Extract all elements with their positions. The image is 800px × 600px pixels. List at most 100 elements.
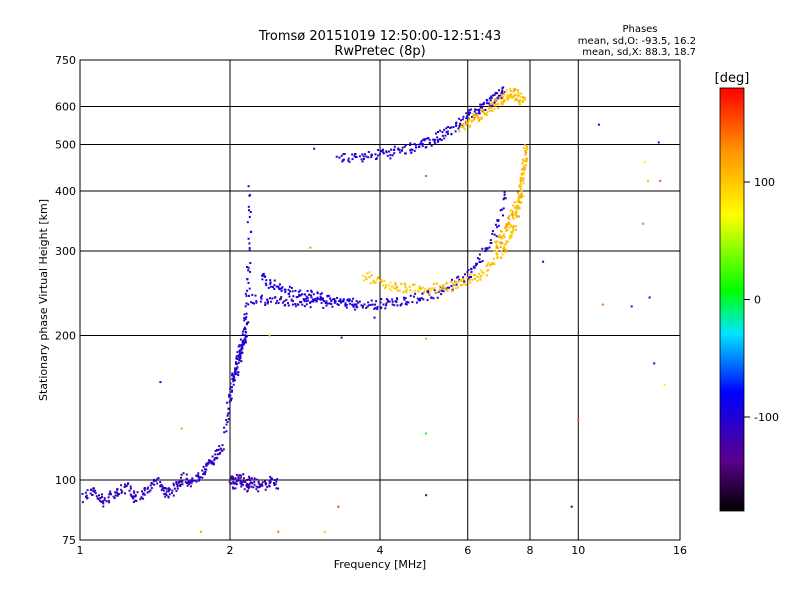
echo-point (392, 149, 395, 151)
echo-point (243, 338, 246, 341)
echo-point (440, 293, 443, 296)
echo-point (657, 141, 660, 144)
echo-point (136, 491, 139, 494)
echo-point (499, 230, 502, 233)
echo-point (198, 479, 201, 482)
echo-point (391, 300, 394, 303)
echo-point (485, 114, 488, 117)
echo-point (441, 131, 444, 133)
echo-point (479, 103, 482, 106)
echo-point (260, 296, 262, 299)
echo-point (112, 495, 115, 498)
echo-point (165, 487, 168, 490)
echo-point (382, 151, 385, 154)
echo-point (198, 478, 201, 481)
echo-point (239, 476, 242, 479)
echo-point (512, 226, 515, 229)
echo-point (239, 479, 242, 482)
echo-point (512, 230, 514, 233)
echo-point (455, 287, 458, 290)
echo-point (285, 298, 288, 301)
echo-point (116, 491, 119, 494)
echo-point (503, 99, 506, 102)
echo-point (240, 360, 243, 363)
echo-point (518, 207, 521, 210)
echo-point (440, 286, 443, 289)
echo-point (514, 229, 517, 231)
echo-point (519, 95, 522, 98)
echo-point (521, 168, 523, 171)
echo-point (150, 487, 153, 490)
echo-point (488, 109, 491, 112)
echo-point (382, 152, 385, 155)
echo-point (597, 123, 600, 126)
echo-point (365, 278, 368, 281)
echo-point (501, 102, 503, 105)
echo-point (301, 293, 303, 296)
echo-point (269, 480, 272, 483)
echo-point (382, 148, 384, 151)
echo-point (321, 298, 324, 301)
echo-point (284, 291, 287, 294)
echo-point (488, 106, 491, 109)
echo-point (352, 305, 355, 308)
echo-point (384, 284, 387, 287)
echo-point (312, 300, 315, 303)
echo-point (231, 374, 234, 377)
echo-point (320, 298, 323, 301)
echo-point (501, 242, 504, 245)
echo-point (230, 399, 232, 402)
echo-point (264, 482, 267, 484)
echo-point (403, 298, 406, 301)
echo-point (508, 222, 511, 225)
echo-point (365, 307, 368, 309)
echo-point (508, 237, 511, 240)
echo-point (389, 157, 392, 160)
x-tick-label: 1 (77, 544, 84, 557)
echo-point (439, 285, 442, 288)
echo-point (228, 393, 231, 396)
echo-point (277, 302, 280, 304)
echo-point (354, 308, 357, 311)
echo-point (245, 316, 248, 319)
echo-point (227, 418, 230, 421)
echo-point (133, 491, 136, 494)
echo-point (419, 297, 422, 300)
echo-point (230, 397, 233, 400)
echo-point (460, 119, 462, 122)
echo-point (454, 280, 457, 283)
echo-point (436, 136, 439, 139)
echo-point (264, 275, 267, 278)
echo-point (405, 300, 408, 303)
echo-point (524, 143, 526, 146)
echo-point (187, 481, 189, 484)
echo-point (484, 250, 487, 253)
echo-point (249, 262, 252, 264)
echo-point (124, 484, 127, 487)
echo-point (312, 293, 315, 296)
echo-point (482, 108, 485, 111)
echo-point (433, 287, 436, 290)
echo-point (393, 145, 396, 148)
echo-point (247, 237, 250, 240)
echo-point (172, 484, 175, 487)
echo-point (510, 93, 513, 96)
echo-point (248, 294, 250, 297)
echo-point (498, 94, 500, 97)
echo-point (305, 295, 308, 298)
echo-point (423, 138, 426, 141)
echo-point (497, 219, 500, 222)
echo-point (435, 282, 438, 285)
echo-point (295, 296, 298, 299)
echo-point (447, 133, 449, 135)
echo-point (462, 125, 465, 128)
echo-point (250, 481, 253, 484)
echo-point (277, 530, 280, 533)
echo-point (159, 381, 162, 384)
echo-point (385, 298, 388, 301)
echo-point (428, 293, 431, 296)
echo-point (484, 113, 487, 116)
echo-point (261, 484, 264, 487)
echo-point (242, 343, 245, 346)
echo-point (508, 226, 511, 229)
